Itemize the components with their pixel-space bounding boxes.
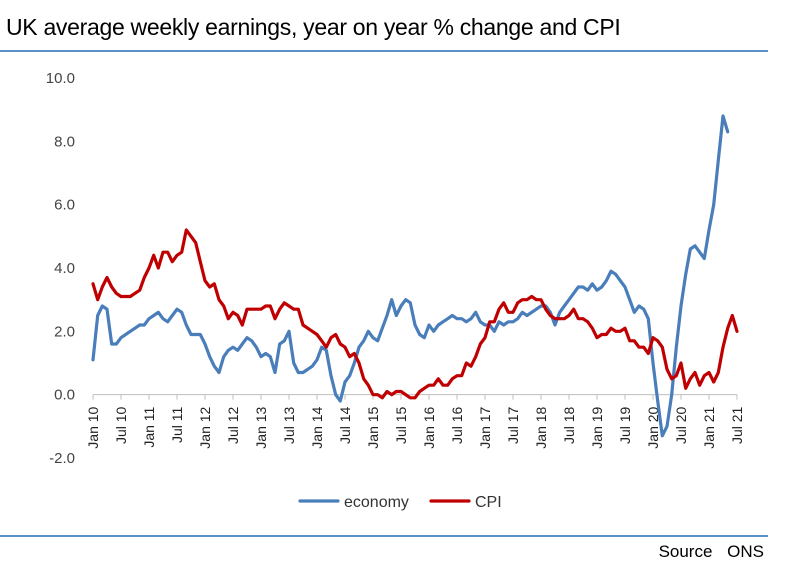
x-tick-label: Jan 17 [477,406,493,448]
x-tick-label: Jan 13 [253,406,269,448]
x-tick-label: Jan 21 [701,406,717,448]
x-tick-label: Jul 12 [225,406,241,444]
legend-label-economy: economy [344,494,409,511]
top-rule [0,50,768,52]
x-tick-label: Jul 15 [393,406,409,444]
x-tick-label: Jul 19 [617,406,633,444]
y-tick-label: 4.0 [54,260,75,277]
y-tick-label: 10.0 [46,70,75,87]
y-tick-label: 6.0 [54,197,75,214]
y-tick-label: 8.0 [54,133,75,150]
y-tick-label: -2.0 [49,450,75,467]
x-tick-label: Jan 20 [645,406,661,448]
y-tick-label: 0.0 [54,387,75,404]
x-tick-label: Jan 12 [197,406,213,448]
x-tick-label: Jan 19 [589,406,605,448]
line-chart: 10.0 8.0 6.0 4.0 2.0 0.0 -2.0 Jan 10 Jul 10 Jan … [46,70,745,511]
series-line-cpi [91,228,739,400]
x-tick-label: Jan 16 [421,406,437,448]
x-tick-label: Jan 14 [309,406,325,448]
x-tick-label: Jan 10 [85,406,101,448]
legend-label-cpi: CPI [475,494,502,511]
y-tick-label: 2.0 [54,323,75,340]
x-tick-label: Jul 16 [449,406,465,444]
x-tick-label: Jul 13 [281,406,297,444]
series-line-economy [91,114,730,438]
x-tick-label: Jul 18 [561,406,577,444]
x-tick-label: Jul 17 [505,406,521,444]
x-tick-label: Jul 20 [673,406,689,444]
x-tick-label: Jan 18 [533,406,549,448]
bottom-rule [0,535,768,537]
x-tick-label: Jul 10 [113,406,129,444]
x-tick-label: Jul 21 [729,406,745,444]
x-tick-label: Jul 11 [169,406,185,443]
source-label: Source ONS [658,542,764,561]
x-tick-label: Jul 14 [337,406,353,444]
x-tick-label: Jan 15 [365,406,381,448]
x-tick-label: Jan 11 [141,406,157,447]
chart-title: UK average weekly earnings, year on year… [6,14,621,40]
